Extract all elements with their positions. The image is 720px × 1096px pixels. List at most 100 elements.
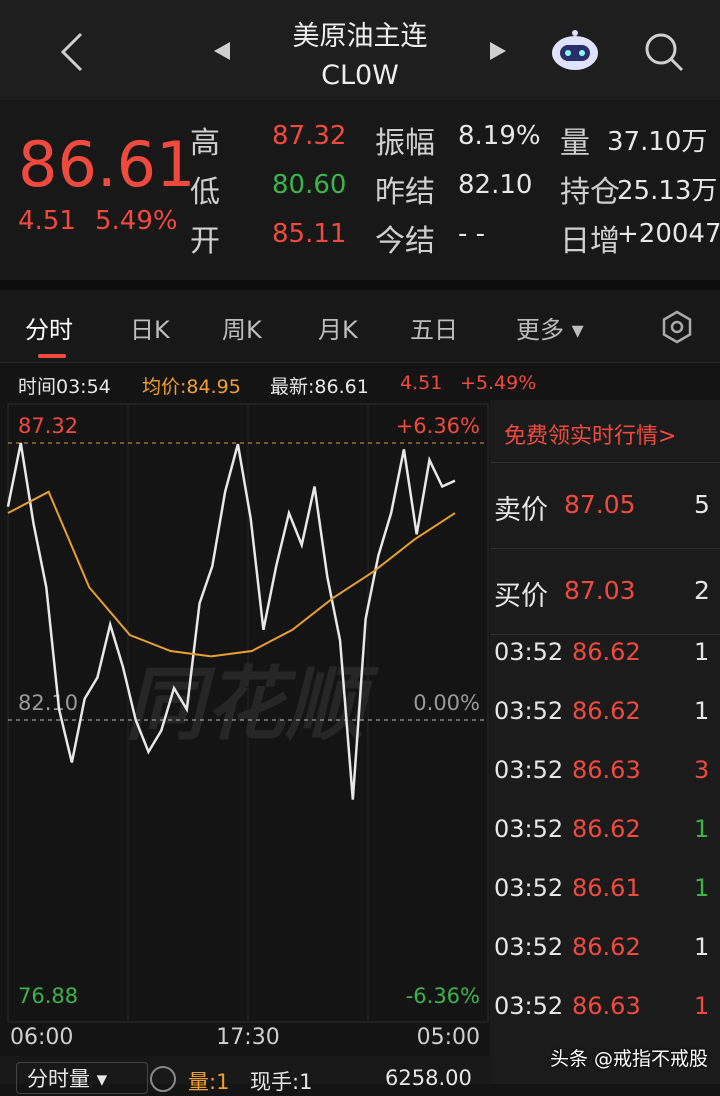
selector-text: 分时量 — [27, 1067, 90, 1091]
change: 4.51 — [18, 206, 76, 236]
trade-time: 03:52 — [494, 697, 564, 725]
header: 美原油主连 CL0W — [0, 0, 720, 100]
tab[interactable]: 更多 ▾ — [516, 316, 584, 344]
trade-price: 86.63 — [572, 756, 641, 784]
trade-time: 03:52 — [494, 992, 564, 1020]
info-bar: 时间03:54 均价:84.95 最新:86.61 4.51 +5.49% — [0, 363, 720, 400]
tab[interactable]: 分时 — [25, 316, 73, 344]
stat-label: 低 — [190, 175, 220, 210]
stat-value: 85.11 — [272, 219, 347, 249]
stat-label: 高 — [190, 126, 220, 161]
next-button[interactable] — [488, 40, 508, 62]
stat-value: 8.19% — [458, 121, 541, 151]
current-volume: 现手:1 — [250, 1070, 313, 1094]
info-latest: 最新:86.61 — [270, 376, 369, 398]
trade-qty: 1 — [694, 697, 710, 725]
trade-qty: 1 — [694, 992, 710, 1020]
trade-qty: 1 — [694, 933, 710, 961]
assistant-icon[interactable] — [548, 28, 602, 74]
info-change: 4.51 — [400, 372, 443, 394]
trade-price: 86.61 — [572, 874, 641, 902]
y-tick-label: 76.88 — [18, 984, 78, 1008]
volume-value: 6258.00 — [385, 1066, 472, 1090]
trade-time: 03:52 — [494, 815, 564, 843]
bid-qty: 2 — [694, 576, 710, 605]
promo-link[interactable]: 免费领实时行情> — [504, 424, 677, 449]
back-button[interactable] — [55, 30, 89, 74]
tab-bar: 分时 日K 周K 月K 五日 更多 ▾ — [0, 290, 720, 363]
tab[interactable]: 周K — [222, 316, 262, 344]
y2-tick-label: -6.36% — [406, 984, 480, 1008]
trade-price: 86.62 — [572, 638, 641, 666]
stat-label: 日增 — [560, 224, 620, 259]
stat-value: 82.10 — [458, 170, 533, 200]
change-pct: 5.49% — [95, 206, 178, 236]
last-price: 86.61 — [18, 128, 196, 201]
divider — [490, 548, 720, 549]
separator — [0, 280, 720, 290]
tab[interactable]: 五日 — [410, 316, 458, 344]
divider — [490, 634, 720, 635]
info-change-pct: +5.49% — [460, 372, 537, 394]
trade-price: 86.62 — [572, 815, 641, 843]
tab-indicator — [38, 354, 66, 358]
ask-price: 87.05 — [564, 490, 636, 519]
trade-time: 03:52 — [494, 638, 564, 666]
chart-watermark: 同花顺 — [125, 658, 379, 751]
side-panel: 免费领实时行情> 卖价 87.05 5 买价 87.03 2 03:52 86.6… — [490, 400, 720, 1084]
prev-button[interactable] — [212, 40, 232, 62]
trade-qty: 1 — [694, 874, 710, 902]
trade-qty: 1 — [694, 815, 710, 843]
search-button[interactable] — [642, 30, 686, 74]
info-time: 时间03:54 — [18, 376, 111, 398]
stat-value: 25.13万 — [617, 176, 718, 206]
y2-tick-label: 0.00% — [413, 691, 480, 715]
quote-panel: 86.61 4.51 5.49% 高 87.32 低 80.60 开 85.11 振幅 8.1… — [0, 100, 720, 280]
title: 美原油主连 — [292, 21, 428, 52]
trade-price: 86.62 — [572, 697, 641, 725]
stat-label: 昨结 — [375, 175, 435, 210]
trade-price: 86.62 — [572, 933, 641, 961]
volume: 量:1 — [188, 1070, 230, 1094]
y-tick-label: 87.32 — [18, 414, 78, 438]
stat-value: - - — [458, 219, 486, 249]
settings-button[interactable] — [660, 310, 694, 344]
trade-time: 03:52 — [494, 933, 564, 961]
stat-value: 37.10万 — [607, 127, 708, 157]
stat-label: 振幅 — [375, 126, 435, 161]
x-tick-label: 05:00 — [417, 1025, 480, 1050]
series-line — [6, 442, 456, 800]
tab[interactable]: 月K — [318, 316, 358, 344]
volume-selector[interactable]: 分时量 ▾ — [16, 1062, 148, 1094]
stat-value: 80.60 — [272, 170, 347, 200]
bid-price: 87.03 — [564, 576, 636, 605]
stat-value: 87.32 — [272, 121, 347, 151]
code: CL0W — [321, 60, 399, 91]
source-watermark: 头条 @戒指不戒股 — [550, 1048, 709, 1070]
series-line — [7, 490, 456, 658]
stat-label: 量 — [560, 126, 590, 161]
y2-tick-label: +6.36% — [396, 414, 480, 438]
trade-price: 86.63 — [572, 992, 641, 1020]
x-tick-label: 17:30 — [216, 1025, 279, 1050]
y-tick-label: 82.10 — [18, 691, 78, 715]
ask-qty: 5 — [694, 490, 710, 519]
trade-time: 03:52 — [494, 756, 564, 784]
bottom-bar: 分时量 ▾ 量:1 现手:1 6258.00 — [0, 1056, 490, 1094]
intraday-chart: 同花顺 87.32 82.10 76.88 +6.36% 0.00% -6.36% 06:0… — [6, 403, 489, 1050]
trade-qty: 3 — [694, 756, 710, 784]
ask-label: 卖价 — [494, 495, 548, 526]
info-avg: 均价:84.95 — [142, 376, 241, 398]
trade-time: 03:52 — [494, 874, 564, 902]
divider — [490, 462, 720, 463]
stat-label: 今结 — [375, 224, 435, 259]
x-tick-label: 06:00 — [10, 1025, 73, 1050]
stat-value: +20047 — [617, 219, 720, 249]
trade-qty: 1 — [694, 638, 710, 666]
stat-label: 开 — [190, 224, 220, 259]
help-icon[interactable] — [150, 1066, 176, 1092]
tab[interactable]: 日K — [130, 316, 170, 344]
bid-label: 买价 — [494, 581, 548, 612]
stat-label: 持仓 — [560, 175, 620, 210]
